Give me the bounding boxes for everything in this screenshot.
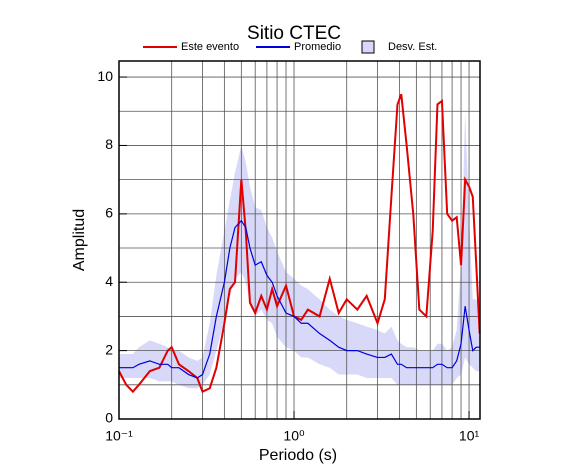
y-tick-label: 8 [105,136,113,152]
y-tick-label: 6 [105,205,113,221]
y-tick-label: 0 [105,410,113,426]
series-line [119,219,480,379]
y-tick-label: 2 [105,341,113,357]
std-band [119,111,480,389]
y-axis-label: Amplitud [71,209,88,271]
plot-frame [118,60,481,420]
x-tick-label: 10¹ [459,428,480,444]
legend-label: Promedio [294,41,341,53]
x-tick-label: 10⁻¹ [105,428,133,444]
chart-title: Sitio CTEC [247,23,341,44]
x-tick-label: 10⁰ [283,428,305,444]
y-tick-label: 10 [97,68,113,84]
series-line [118,93,481,394]
x-axis-label: Periodo (s) [259,447,337,464]
legend-label: Este evento [181,41,239,53]
legend-label: Desv. Est. [388,41,437,53]
y-tick-label: 4 [105,273,113,289]
legend-swatch [361,40,375,54]
